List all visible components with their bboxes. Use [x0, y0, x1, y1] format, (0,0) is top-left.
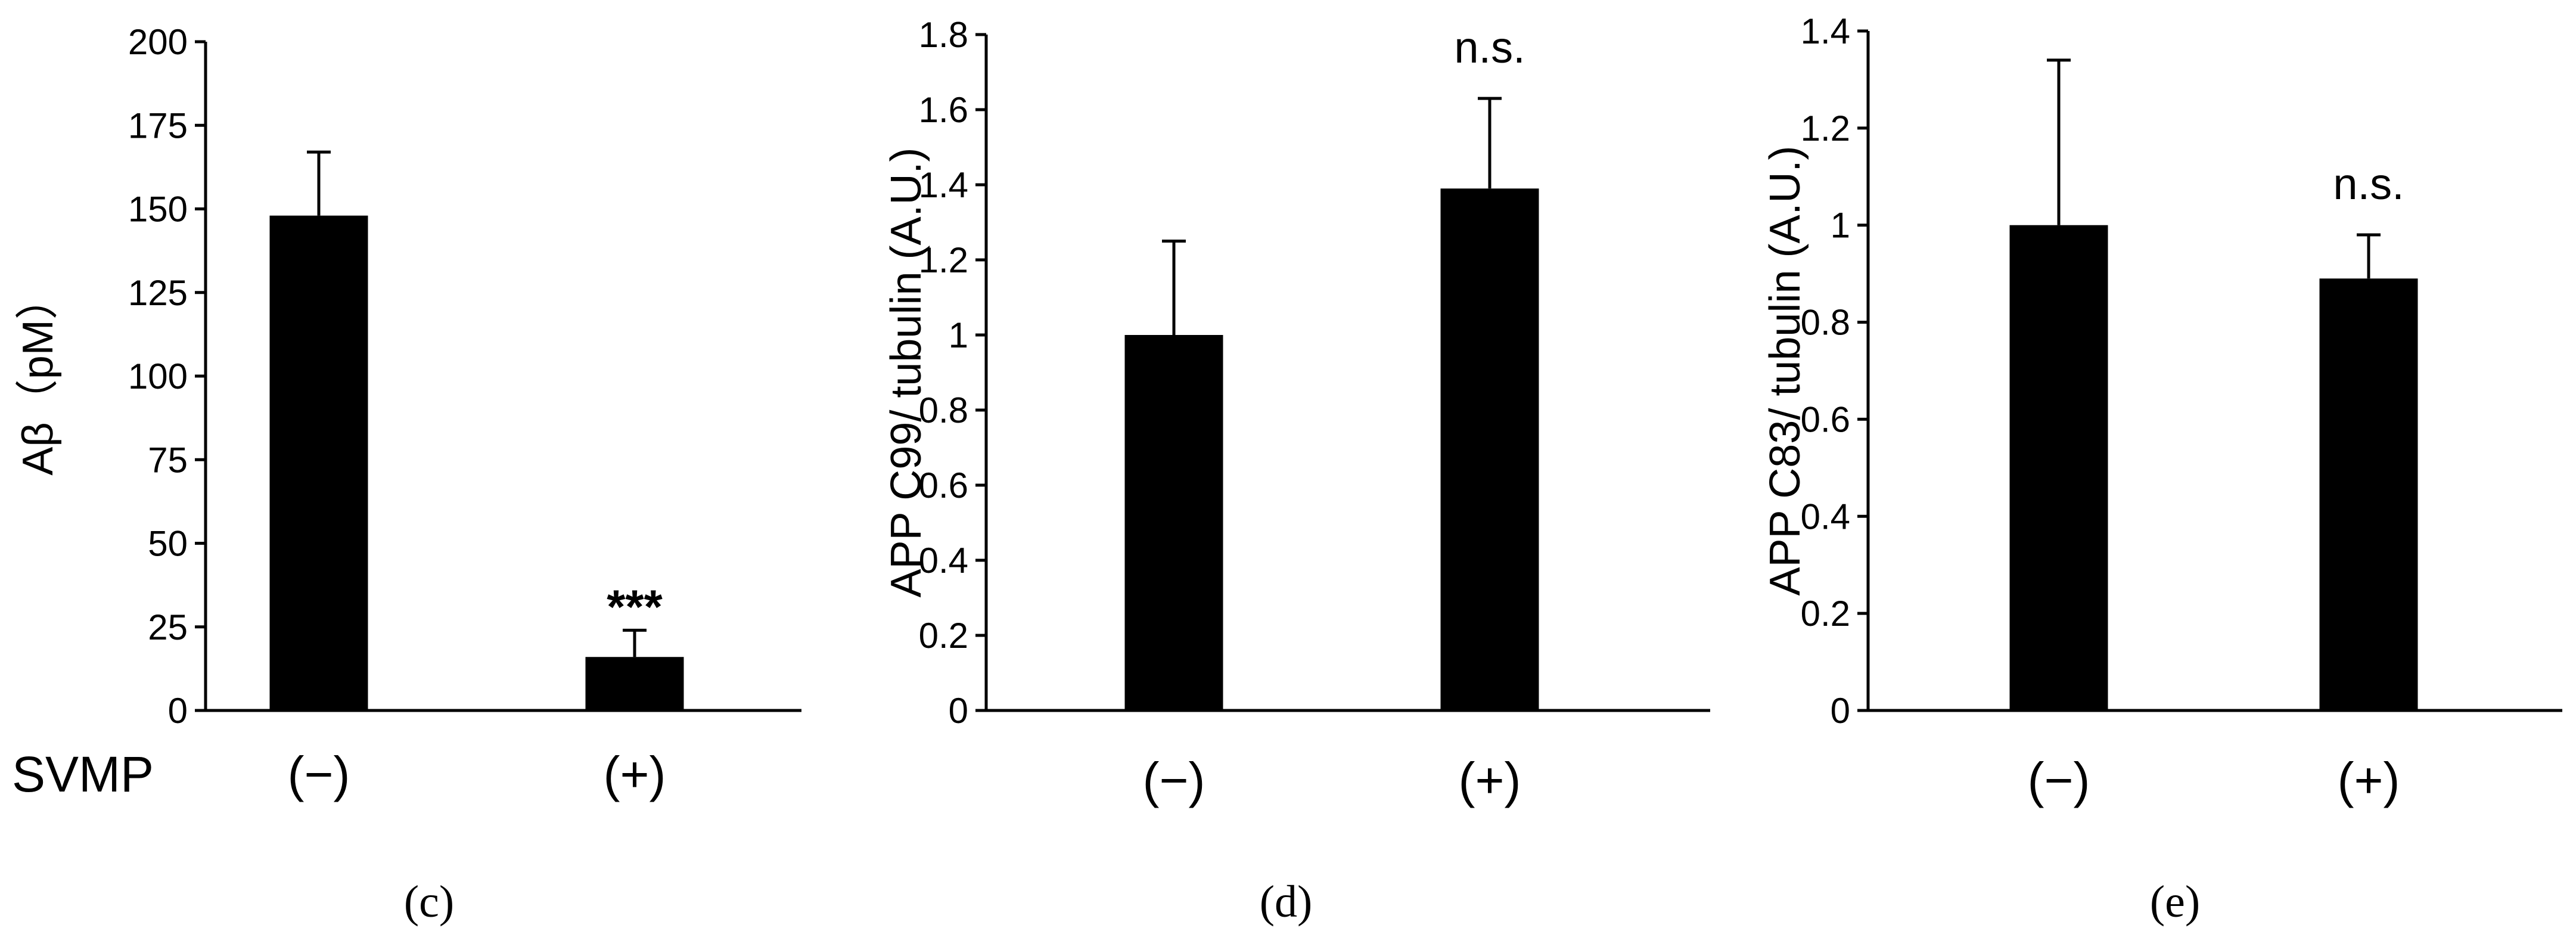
- y-tick-label: 1: [1831, 206, 1850, 246]
- chart-panel-1: 0 25 50 75 100 125 150 175 200 Aβ（pM） (−) *** (+) (c): [14, 22, 801, 927]
- y-axis-title: APP C99/ tubulin (A.U.): [883, 147, 930, 597]
- category-label-2: (+): [604, 746, 666, 802]
- y-tick-label: 0: [168, 691, 188, 731]
- y-tick-label: 1.6: [919, 90, 968, 130]
- bar-1: [2009, 225, 2108, 710]
- y-tick-label: 100: [128, 356, 188, 396]
- y-axis-title: Aβ（pM）: [14, 277, 62, 475]
- significance-label-2: n.s.: [1454, 23, 1525, 72]
- y-tick-label: 0.8: [1801, 303, 1850, 343]
- chart-panel-2: 0 0.2 0.4 0.6 0.8 1 1.2 1.4 1.6 1.8 APP C99/ tubul…: [883, 15, 1710, 927]
- panel-label: (e): [2150, 877, 2200, 927]
- bar-2: [1440, 188, 1539, 710]
- row-label-svmp: SVMP: [12, 746, 154, 802]
- bar-2: [585, 657, 684, 710]
- y-tick-label: 175: [128, 105, 188, 145]
- y-tick-label: 1: [949, 315, 968, 355]
- category-label-1: (−): [1143, 752, 1205, 808]
- category-label-2: (+): [1459, 752, 1521, 808]
- panel-label: (c): [404, 877, 454, 927]
- y-tick-label: 0.4: [919, 541, 968, 581]
- y-tick-label: 25: [148, 607, 188, 647]
- y-tick-label: 1.4: [1801, 11, 1850, 51]
- bar-1: [269, 215, 368, 711]
- y-tick-label: 1.4: [919, 165, 968, 205]
- y-tick-label: 125: [128, 273, 188, 313]
- bar-1: [1124, 335, 1223, 710]
- y-tick-label: 0.2: [1801, 594, 1850, 634]
- significance-label-2: n.s.: [2333, 159, 2404, 209]
- y-tick-label: 0: [949, 691, 968, 731]
- panel-label: (d): [1260, 877, 1313, 927]
- y-tick-label: 50: [148, 524, 188, 564]
- chart-panel-3: 0 0.2 0.4 0.6 0.8 1 1.2 1.4 APP C83/ tubulin (A.…: [1761, 11, 2562, 927]
- y-axis-title: APP C83/ tubulin (A.U.): [1761, 145, 1809, 595]
- y-tick-label: 0: [1831, 691, 1850, 731]
- category-label-2: (+): [2338, 752, 2400, 808]
- significance-label-2: ***: [607, 580, 663, 633]
- y-tick-label: 0.8: [919, 390, 968, 430]
- y-tick-label: 1.2: [919, 240, 968, 280]
- bar-2: [2319, 278, 2418, 710]
- y-tick-label: 1.2: [1801, 108, 1850, 148]
- y-tick-label: 0.2: [919, 616, 968, 656]
- chart-panels: 0255075100125150175200Aβ（pM）(−)***(+)(c)…: [14, 11, 2562, 927]
- y-tick-label: 0.4: [1801, 496, 1850, 536]
- y-tick-label: 75: [148, 440, 188, 480]
- y-tick-label: 0.6: [1801, 399, 1850, 439]
- y-tick-label: 200: [128, 22, 188, 62]
- y-tick-label: 150: [128, 190, 188, 229]
- y-tick-label: 0.6: [919, 466, 968, 505]
- category-label-1: (−): [2028, 752, 2090, 808]
- y-tick-label: 1.8: [919, 15, 968, 55]
- category-label-1: (−): [288, 746, 350, 802]
